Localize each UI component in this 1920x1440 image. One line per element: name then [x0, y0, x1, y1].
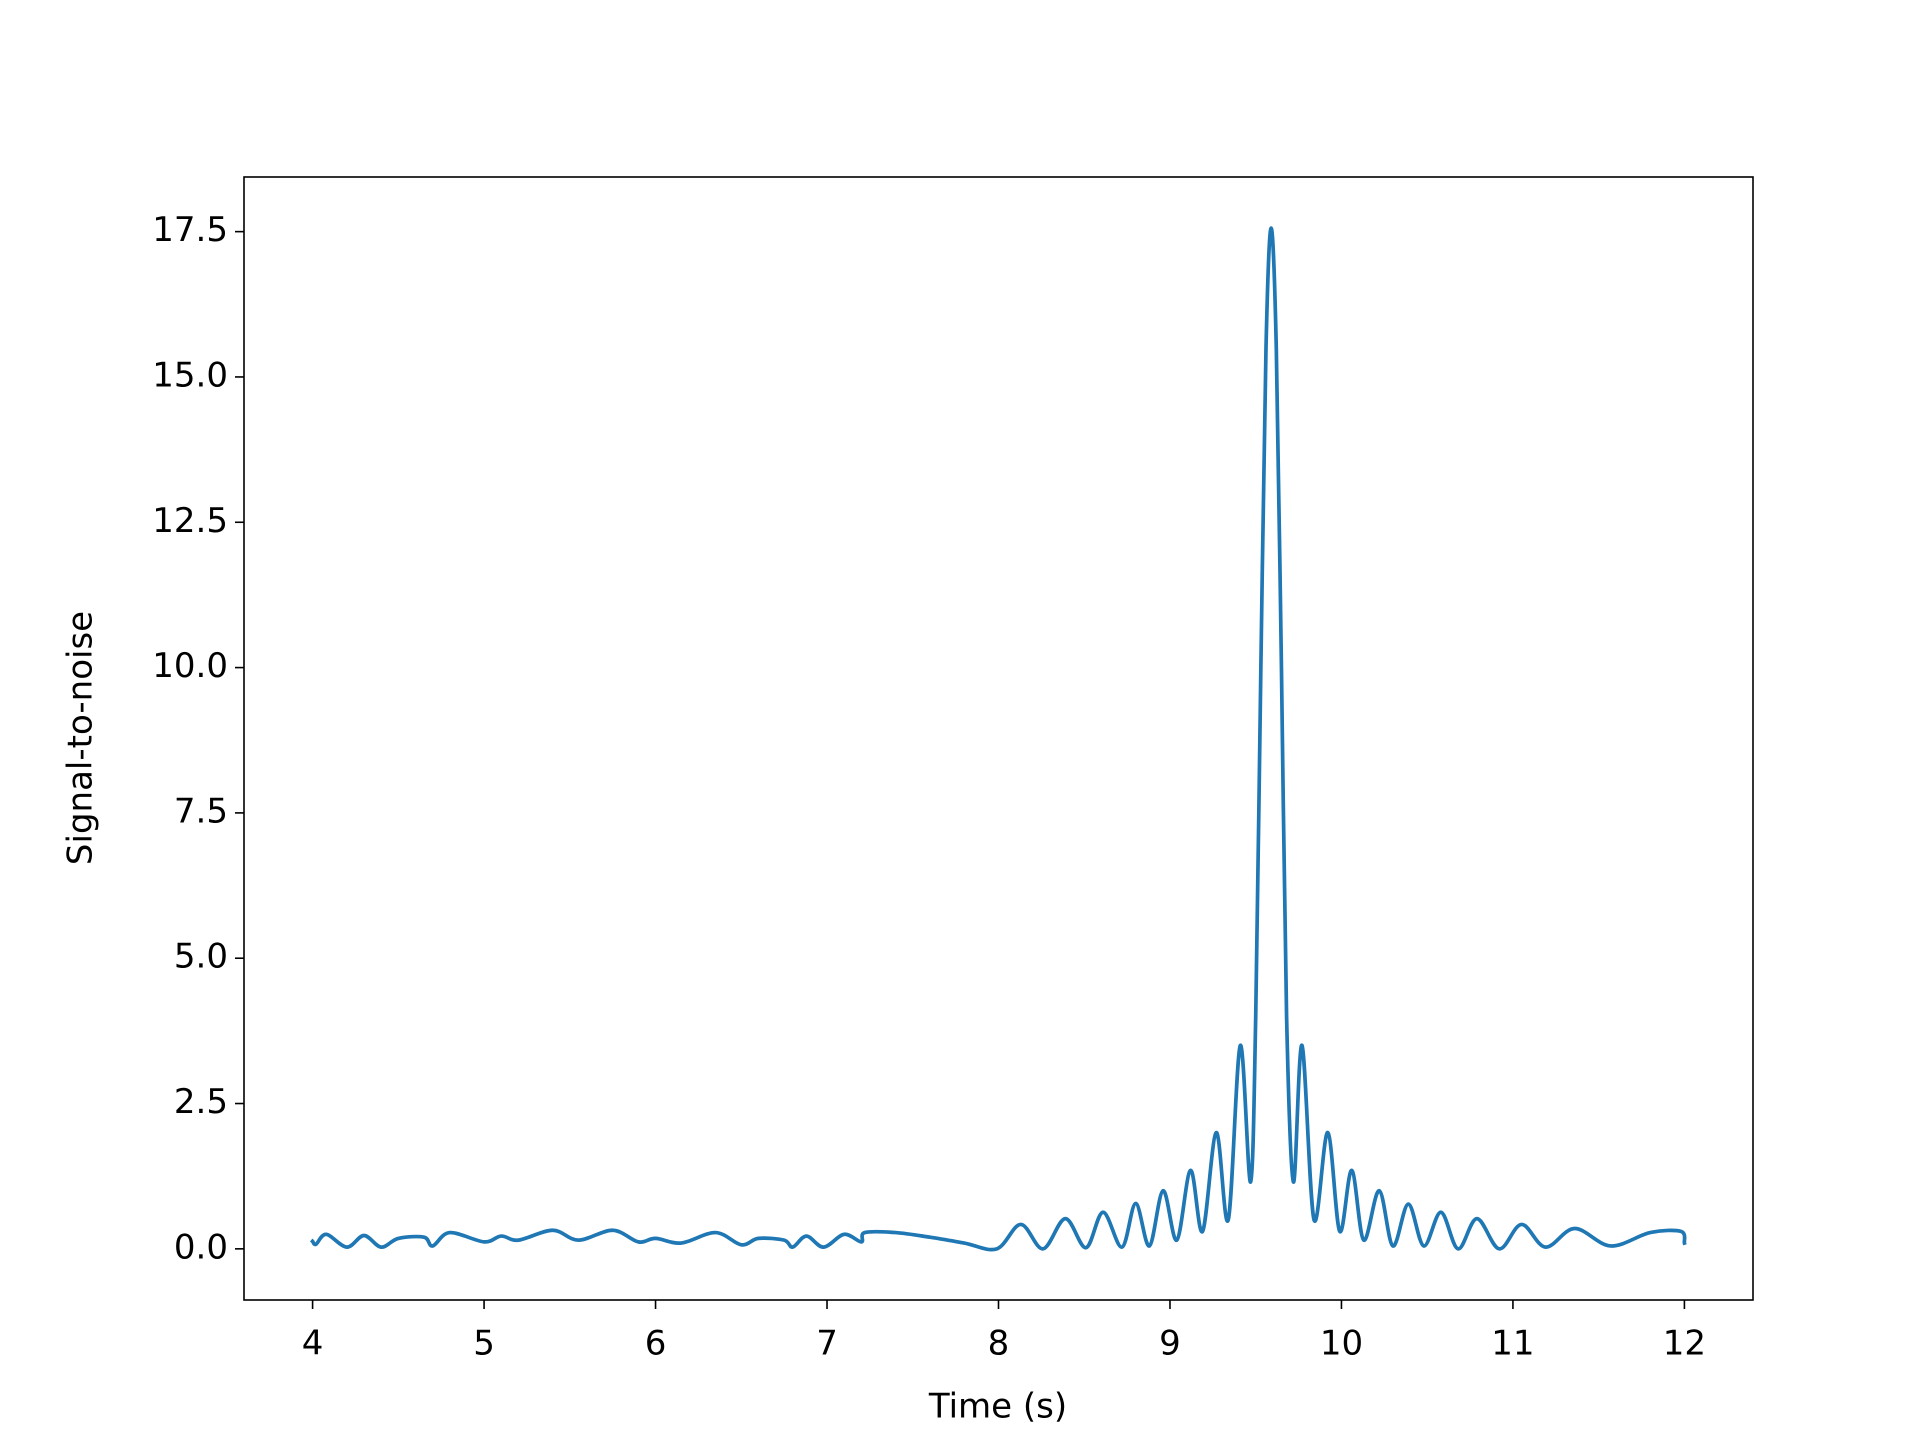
y-tick-label: 12.5 — [152, 501, 228, 541]
plot-frame — [243, 176, 1754, 1301]
y-tick-label: 5.0 — [174, 937, 228, 977]
y-tick-label: 17.5 — [152, 210, 228, 250]
x-tick-label: 5 — [473, 1324, 495, 1364]
x-tick-label: 11 — [1491, 1324, 1534, 1364]
x-tick-label: 4 — [302, 1324, 324, 1364]
y-tick-label: 15.0 — [152, 355, 228, 395]
x-tick-label: 8 — [988, 1324, 1010, 1364]
y-tick-label: 10.0 — [152, 646, 228, 686]
y-tick-label: 0.0 — [174, 1227, 228, 1267]
x-tick-label: 12 — [1663, 1324, 1706, 1364]
x-tick-label: 6 — [645, 1324, 667, 1364]
y-axis-label: Signal-to-noise — [61, 611, 101, 865]
x-axis-label: Time (s) — [928, 1387, 1067, 1427]
x-tick-label: 10 — [1320, 1324, 1363, 1364]
x-tick-label: 7 — [816, 1324, 838, 1364]
line-series — [309, 226, 1687, 1252]
y-tick-label: 7.5 — [174, 791, 228, 831]
x-tick-label: 9 — [1159, 1324, 1181, 1364]
y-tick-label: 2.5 — [174, 1082, 228, 1122]
